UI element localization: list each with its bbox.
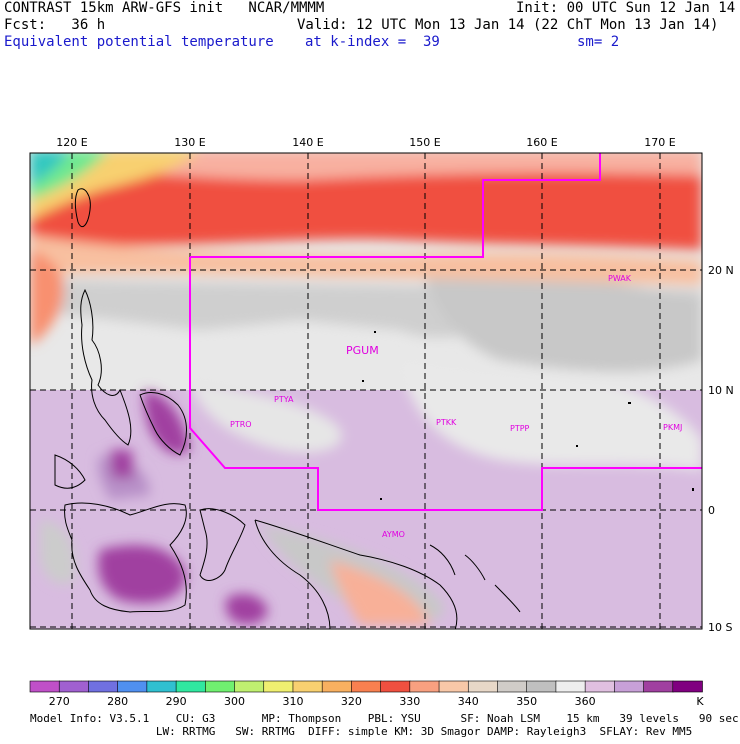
station-labels: PGUM PTYA PTRO PTKK PTPP PKMJ PWAK AYMO [230,274,682,539]
cbar-label-360: 360 [575,695,596,708]
colorbar-swatch [672,680,703,693]
colorbar-swatch [497,680,528,693]
lat-label-10n: 10 N [708,384,734,397]
lon-label-170: 170 E [644,136,675,149]
fir-boundary [189,153,702,511]
cbar-label-320: 320 [341,695,362,708]
cbar-label-300: 300 [224,695,245,708]
colorbar-labels: 270 280 290 300 310 320 330 340 350 360 … [49,695,705,708]
smoothing-label: sm= 2 [577,34,620,50]
colorbar-swatch [58,680,90,693]
lat-label-10s: 10 S [708,621,732,634]
colorbar-swatch [643,680,674,693]
station-aymo: AYMO [382,530,405,539]
colorbar-swatch [351,680,382,693]
lat-labels: 20 N 10 N 0 10 S [708,264,734,634]
lon-label-150: 150 E [409,136,440,149]
colorbar-swatch [438,680,470,693]
cbar-label-270: 270 [49,695,70,708]
cbar-label-310: 310 [282,695,303,708]
colorbar-swatch [467,680,499,693]
forecast-hour: Fcst: 36 h [4,17,106,33]
station-pwak: PWAK [608,274,632,283]
map-frame [29,152,703,630]
station-ptya: PTYA [274,395,294,404]
colorbar-swatch [321,680,353,693]
lon-label-120: 120 E [56,136,87,149]
station-pkmj: PKMJ [663,423,682,432]
cbar-label-280: 280 [107,695,128,708]
init-time: Init: 00 UTC Sun 12 Jan 14 [516,0,736,16]
cbar-label-340: 340 [458,695,479,708]
cbar-label-290: 290 [166,695,187,708]
cbar-unit: K [696,695,704,708]
colorbar-swatch [175,680,207,693]
level-label: at k-index = 39 [305,34,440,50]
colorbar-swatch [88,680,119,693]
colorbar-swatch [117,680,148,693]
colorbar-swatch [263,680,294,693]
station-pgum: PGUM [346,344,379,357]
model-info-line2: LW: RRTMG SW: RRTMG DIFF: simple KM: 3D … [30,725,693,738]
station-ptro: PTRO [230,420,252,429]
station-ptpp: PTPP [510,424,530,433]
colorbar-swatch [292,680,323,693]
colorbar-swatch [29,680,61,693]
model-info-line1: Model Info: V3.5.1 CU: G3 MP: Thompson P… [30,712,739,725]
cbar-label-350: 350 [516,695,537,708]
lon-labels: 120 E 130 E 140 E 150 E 160 E 170 E [56,136,675,149]
lat-label-0: 0 [708,504,715,517]
colorbar-swatch [526,680,557,693]
colorbar [29,680,703,693]
title-line1-left: CONTRAST 15km ARW-GFS init NCAR/MMMM [4,0,325,16]
valid-time: Valid: 12 UTC Mon 13 Jan 14 (22 ChT Mon … [297,17,719,33]
lon-label-140: 140 E [292,136,323,149]
island-dots [362,331,694,500]
lon-label-130: 130 E [174,136,205,149]
colorbar-swatch [614,680,645,693]
colorbar-swatch [555,680,586,693]
coastlines [54,188,521,629]
colorbar-swatch [409,680,440,693]
lon-label-160: 160 E [526,136,557,149]
colorbar-swatch [205,680,236,693]
station-ptkk: PTKK [436,418,457,427]
colorbar-swatch [380,680,411,693]
lat-label-20n: 20 N [708,264,734,277]
colorbar-swatch [584,680,616,693]
field-name: Equivalent potential temperature [4,34,274,50]
colorbar-swatch [146,680,177,693]
cbar-label-330: 330 [399,695,420,708]
colorbar-swatch [234,680,265,693]
